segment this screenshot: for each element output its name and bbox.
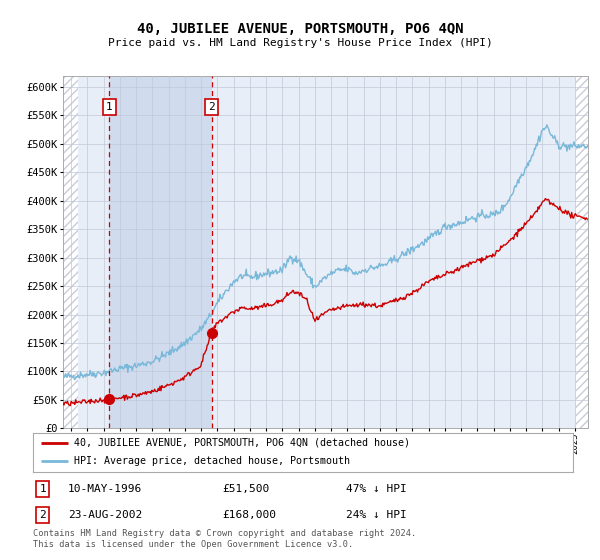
Text: 1: 1	[106, 102, 113, 112]
Text: 23-AUG-2002: 23-AUG-2002	[68, 510, 142, 520]
Text: 1: 1	[40, 484, 46, 494]
Text: Price paid vs. HM Land Registry's House Price Index (HPI): Price paid vs. HM Land Registry's House …	[107, 38, 493, 48]
Text: 2: 2	[40, 510, 46, 520]
Text: £51,500: £51,500	[222, 484, 269, 494]
Text: 2: 2	[208, 102, 215, 112]
Bar	[63, 76, 78, 428]
Text: 40, JUBILEE AVENUE, PORTSMOUTH, PO6 4QN (detached house): 40, JUBILEE AVENUE, PORTSMOUTH, PO6 4QN …	[74, 438, 409, 448]
Text: Contains HM Land Registry data © Crown copyright and database right 2024.
This d: Contains HM Land Registry data © Crown c…	[33, 529, 416, 549]
Text: 24% ↓ HPI: 24% ↓ HPI	[346, 510, 407, 520]
Text: 47% ↓ HPI: 47% ↓ HPI	[346, 484, 407, 494]
Bar	[109, 76, 212, 428]
Bar	[576, 76, 588, 428]
Text: £168,000: £168,000	[222, 510, 276, 520]
Text: 40, JUBILEE AVENUE, PORTSMOUTH, PO6 4QN: 40, JUBILEE AVENUE, PORTSMOUTH, PO6 4QN	[137, 22, 463, 36]
Text: 10-MAY-1996: 10-MAY-1996	[68, 484, 142, 494]
Text: HPI: Average price, detached house, Portsmouth: HPI: Average price, detached house, Port…	[74, 456, 349, 466]
